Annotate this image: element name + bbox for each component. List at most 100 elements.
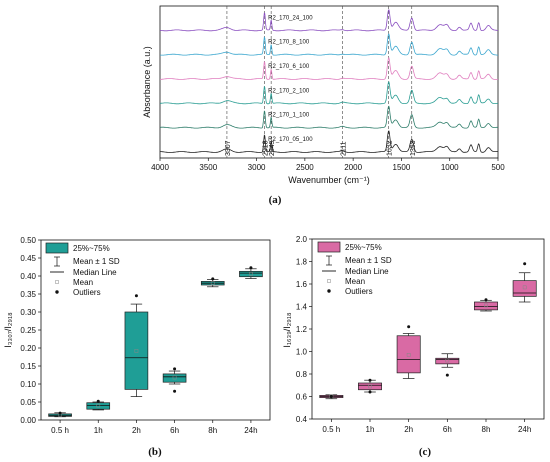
y-tick-label: 1.2 [296, 325, 308, 334]
outlier-point [368, 378, 372, 382]
box [435, 357, 460, 365]
y-tick-label: 1.8 [296, 258, 308, 267]
outlier-point [329, 395, 333, 398]
legend-label: Median Line [73, 268, 117, 277]
y-tick-label: 0.45 [20, 254, 36, 263]
x-tick-label: 1h [94, 426, 103, 435]
y-tick-label: 0.8 [296, 370, 308, 379]
series-label: R2_170_8_100 [268, 40, 310, 46]
x-tick-label: 0.5 h [51, 426, 69, 435]
x-tick-label: 8h [482, 425, 491, 434]
legend-label: Mean [345, 277, 365, 286]
legend-label: 25%~75% [345, 243, 382, 252]
series-label: R2_170_1_100 [268, 113, 310, 119]
x-tick-label: 6h [443, 425, 452, 434]
panel-a: 3307 2918 2849 2111 1632 1393R2_170_05_100R2_… [142, 5, 505, 206]
spectrum-line [160, 130, 498, 153]
legend-outlier-symbol [327, 289, 331, 293]
box [239, 270, 263, 278]
y-tick-label: 0.05 [20, 398, 36, 407]
y-tick-label: 1.4 [296, 303, 308, 312]
panel-label-b: (b) [148, 446, 162, 458]
x-tick-label: 2h [404, 425, 413, 434]
y-tick-label: 2.0 [296, 235, 308, 244]
legend-outlier-symbol [55, 290, 59, 294]
legend-label: Median Line [345, 267, 389, 276]
reference-line-label: 1632 [387, 140, 394, 156]
legend-mean-symbol [55, 280, 59, 284]
legend-label: Mean ± 1 SD [345, 256, 392, 265]
series-label: R2_170_05_100 [268, 137, 313, 143]
y-tick-label: 0.35 [20, 290, 36, 299]
x-tick-label: 24h [244, 426, 257, 435]
mean-marker [210, 281, 215, 286]
plot-area-b [40, 239, 271, 421]
outlier-point [445, 373, 449, 377]
x-tick-label-a: 2500 [296, 163, 314, 172]
reference-line-label: 3307 [225, 140, 232, 156]
box [162, 373, 187, 383]
y-tick-label: 0.4 [296, 415, 308, 424]
box [512, 280, 537, 297]
panel-label-c: (c) [419, 446, 432, 458]
mean-marker [368, 384, 372, 389]
spectrum-line [160, 57, 499, 80]
legend-mean-symbol [327, 279, 331, 283]
plot-area-c [311, 238, 545, 420]
mean-marker [406, 353, 411, 357]
outlier-point [96, 399, 100, 403]
outlier-point [58, 411, 62, 415]
y-tick-label: 0.00 [20, 416, 36, 425]
legend-label: 25%~75% [73, 244, 110, 253]
x-tick-label: 0.5 h [322, 425, 340, 434]
outlier-point [484, 298, 488, 302]
series-label: R2_170_2_100 [268, 88, 310, 94]
x-tick-label-a: 2000 [344, 163, 362, 172]
x-tick-label: 24h [518, 425, 531, 434]
legend-label: Mean [73, 278, 93, 287]
y-tick-label: 0.50 [20, 236, 36, 245]
y-tick-label: 0.10 [20, 380, 36, 389]
spectrum-line [159, 81, 499, 105]
outlier-point [249, 266, 253, 270]
mean-marker [134, 349, 139, 353]
y-tick-label: 0.40 [20, 272, 36, 281]
outlier-point [211, 277, 215, 281]
x-tick-label: 2h [132, 426, 141, 435]
legend-swatch-box [317, 241, 341, 253]
y-tick-label: 0.30 [20, 308, 36, 317]
mean-marker [96, 403, 101, 408]
y-axis-label-c: I₁₆₃₉/I₂₉₁₈ [282, 312, 292, 348]
mean-marker [522, 285, 527, 290]
reference-line-label: 2849 [269, 140, 276, 156]
panel-b: 0.00 0.05 0.10 0.15 0.20 0.25 0.30 0.35 0.40 0.45… [3, 236, 271, 458]
outlier-point [173, 367, 177, 371]
panel-c: 0.4 0.6 0.8 1.0 1.2 1.4 1.6 1.8 2.0 0.5 h 1h 2h 6h 8h… [282, 235, 545, 458]
y-axis-label-b: I₃₃₀₇/I₂₉₁₈ [3, 312, 13, 348]
box [474, 301, 498, 311]
x-tick-label-a: 1000 [441, 163, 459, 172]
reference-line-label: 2111 [340, 141, 347, 156]
legend-label: Outliers [345, 287, 373, 296]
x-tick-label: 6h [170, 426, 179, 435]
spectrum-line [160, 33, 498, 56]
spectrum-line [160, 105, 499, 129]
x-tick-label: 8h [208, 426, 217, 435]
box [396, 335, 421, 374]
x-tick-label-a: 500 [491, 163, 505, 172]
outlier-point [407, 325, 411, 329]
box [358, 382, 382, 391]
panel-label-a: (a) [269, 194, 282, 206]
reference-line-label: 1393 [410, 140, 417, 156]
legend-swatch-box [45, 242, 69, 254]
outlier-point [523, 262, 527, 266]
y-tick-label: 0.20 [20, 344, 36, 353]
outlier-point [134, 294, 138, 298]
x-tick-label-a: 3000 [248, 163, 266, 172]
y-tick-label: 1.0 [296, 348, 308, 357]
plot-area-a [159, 5, 499, 159]
mean-marker [172, 375, 177, 380]
mean-marker [484, 303, 488, 308]
x-tick-label-a: 3500 [199, 163, 217, 172]
x-tick-label-a: 4000 [151, 163, 169, 172]
